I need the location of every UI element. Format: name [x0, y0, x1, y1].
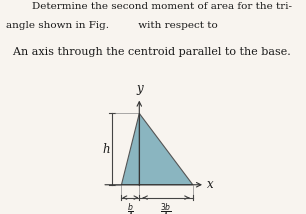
- Text: y: y: [136, 82, 143, 95]
- Text: Determine the second moment of area for the tri-: Determine the second moment of area for …: [6, 2, 292, 11]
- Text: x: x: [207, 178, 214, 191]
- Text: An axis through the centroid parallel to the base.: An axis through the centroid parallel to…: [6, 47, 291, 57]
- Text: $\frac{3b}{4}$: $\frac{3b}{4}$: [160, 202, 172, 214]
- Text: angle shown in Fig.         with respect to: angle shown in Fig. with respect to: [6, 21, 218, 30]
- Polygon shape: [121, 113, 193, 185]
- Text: h: h: [103, 143, 110, 156]
- Text: $\frac{b}{4}$: $\frac{b}{4}$: [127, 202, 134, 214]
